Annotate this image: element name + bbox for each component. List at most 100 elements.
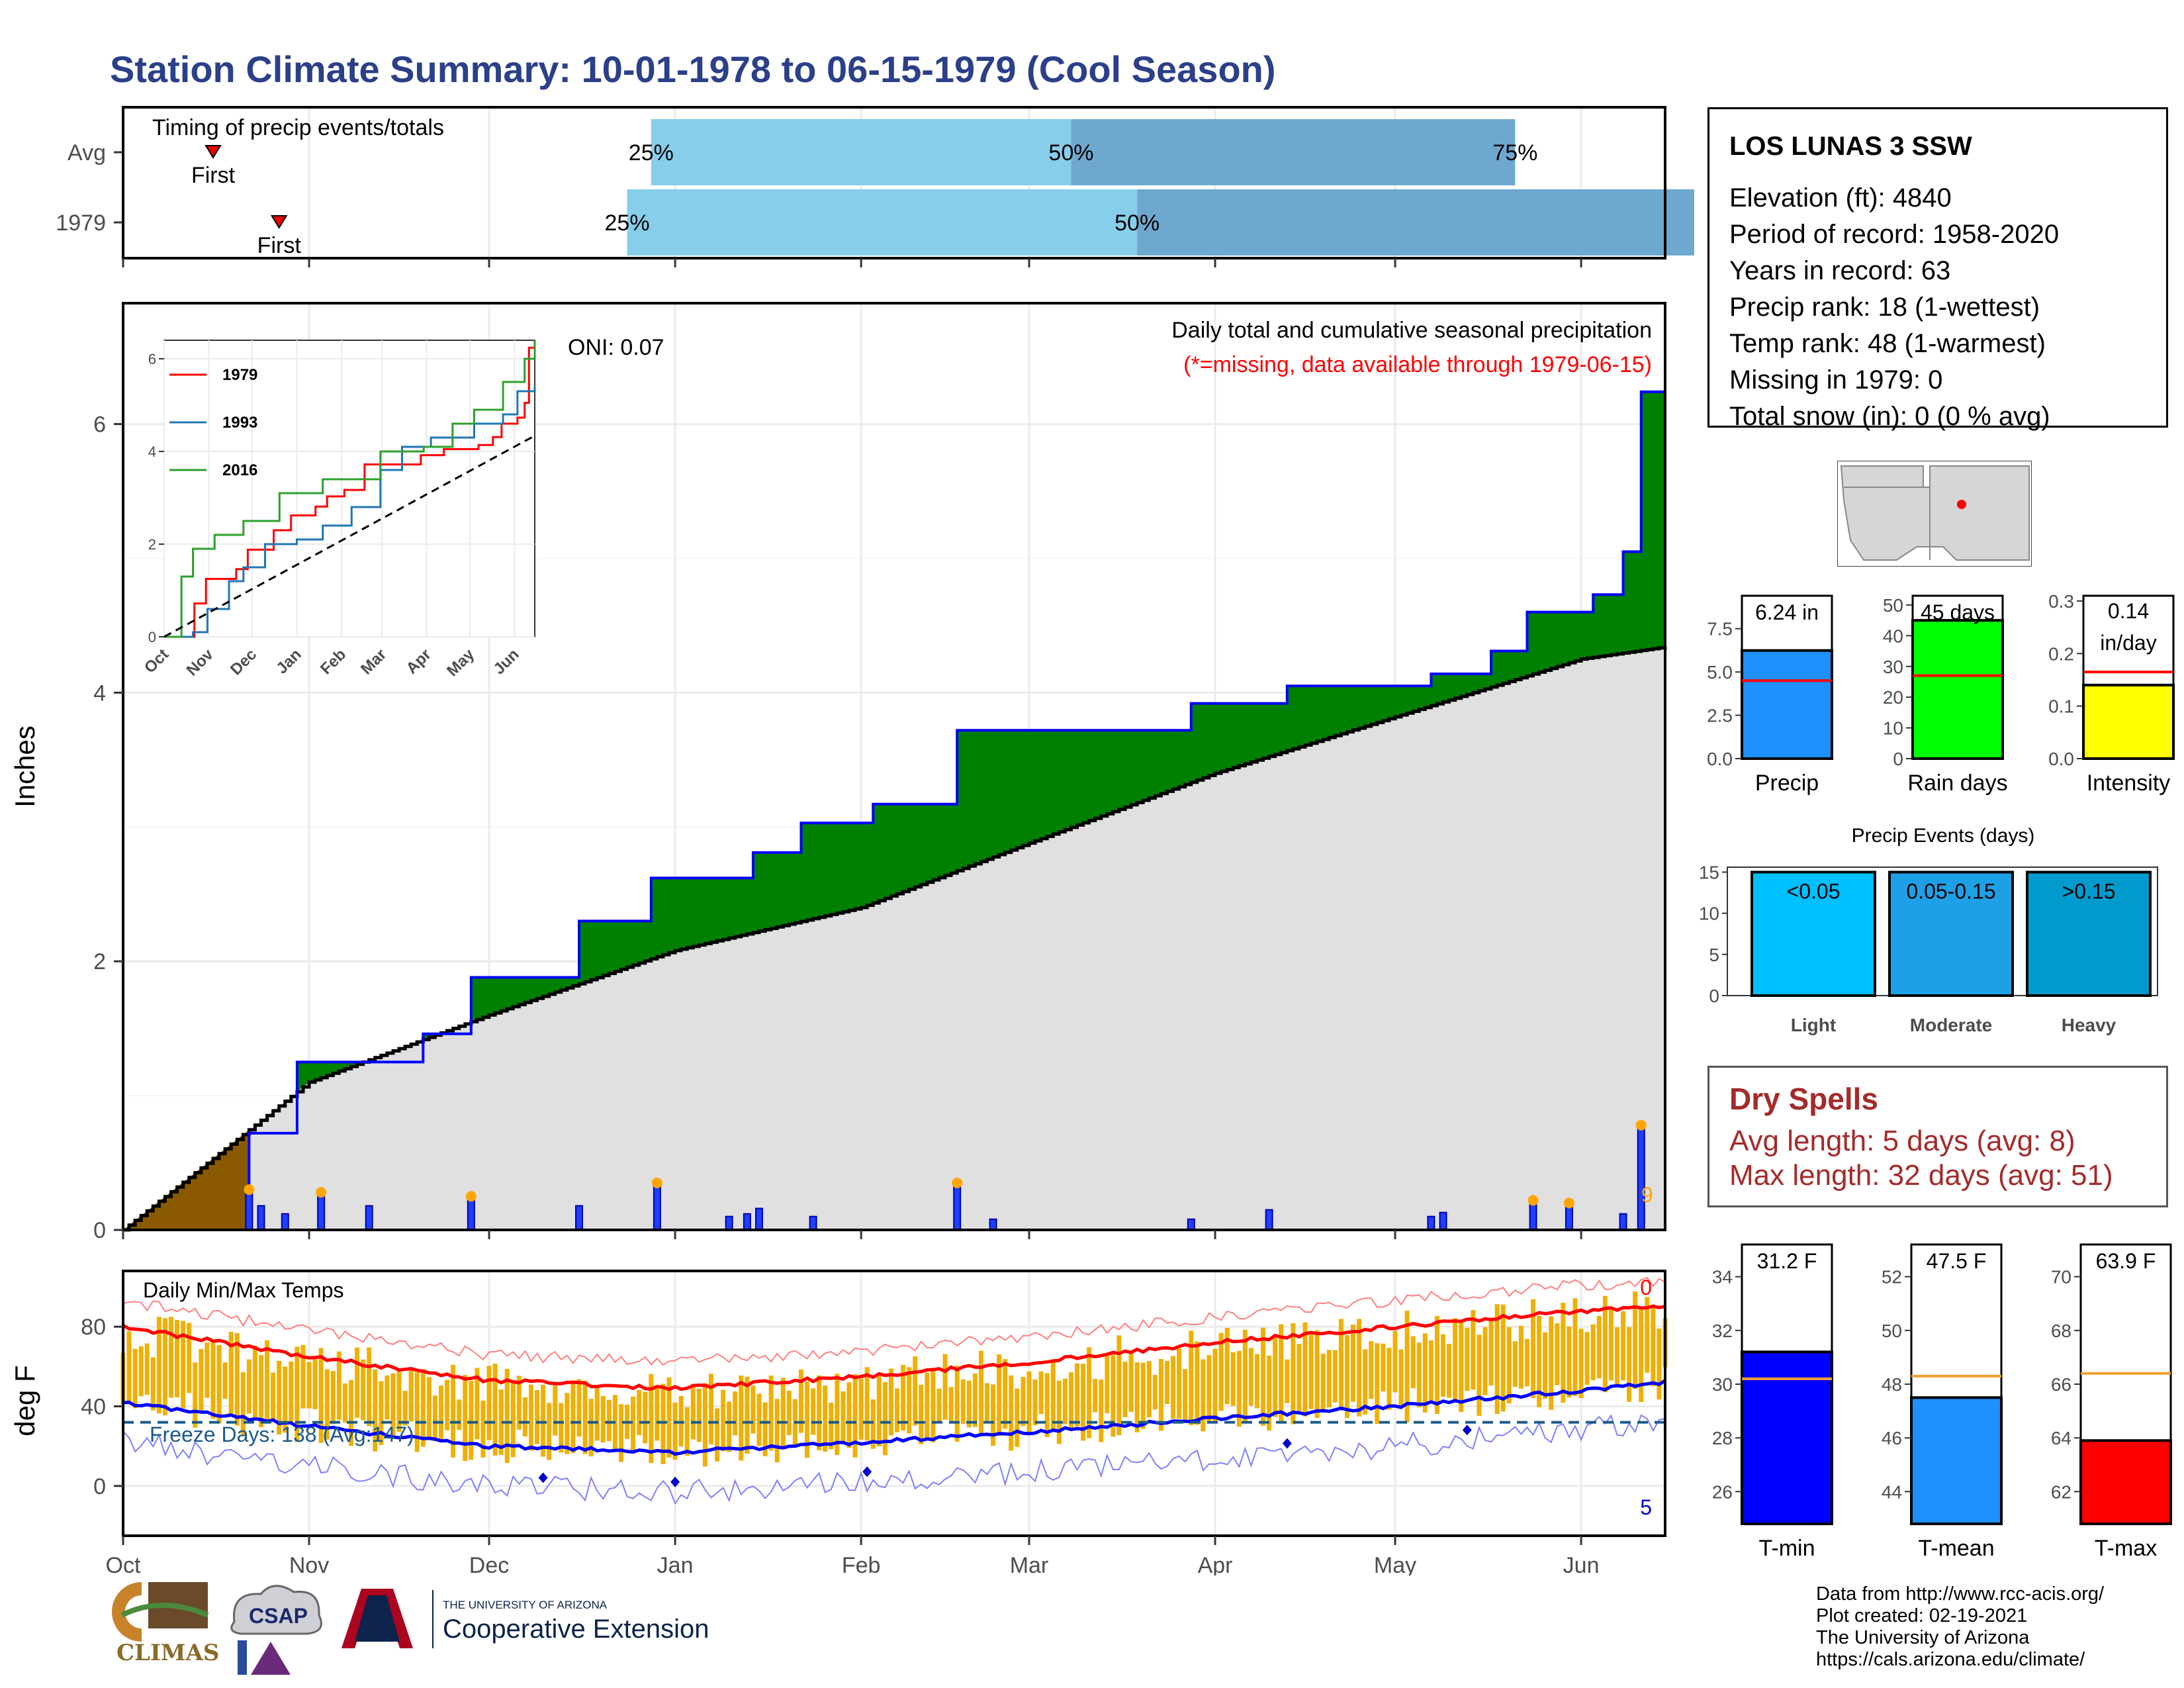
daily-precip-bar [1619, 1213, 1627, 1231]
daily-temp-bar [1338, 1319, 1343, 1411]
daily-temp-bar [426, 1377, 432, 1440]
y-tick-label: 40 [81, 1395, 106, 1420]
daily-temp-bar [1363, 1349, 1368, 1415]
daily-temp-bar [631, 1396, 636, 1453]
daily-precip-bar [953, 1182, 962, 1231]
dry-spells-avg: Avg length: 5 days (avg: 8) [1729, 1125, 2075, 1157]
daily-temp-bar [1633, 1291, 1638, 1389]
freeze-days-label: Freeze Days: 138 (Avg:147) [150, 1423, 414, 1446]
month-label: Mar [1010, 1553, 1049, 1575]
summary-tick-label: 26 [1712, 1481, 1733, 1502]
record-low-count: 5 [1640, 1495, 1652, 1519]
page-title: Station Climate Summary: 10-01-1978 to 0… [110, 48, 1276, 90]
event-bar [1751, 870, 1876, 998]
station-line: Temp rank: 48 (1-warmest) [1729, 329, 2046, 358]
daily-temp-bar [162, 1318, 167, 1416]
timing-bar-50-75 [1137, 189, 1694, 256]
average-tmin-line [122, 1379, 1666, 1456]
month-label: Oct [106, 1553, 141, 1575]
heavy-event-marker [651, 1177, 662, 1188]
heavy-event-marker [1527, 1195, 1539, 1206]
daily-temp-bar [1093, 1378, 1098, 1413]
temperature-summary-bars: 26 28 30 32 34 31.2 F T-min 44 46 48 50 52 47.5 F T-m… [1712, 1243, 2172, 1561]
event-bar-label: >0.15 [2062, 879, 2116, 903]
month-label: May [1374, 1553, 1416, 1575]
summary-tick-label: 30 [1712, 1374, 1733, 1395]
first-marker [270, 215, 288, 229]
daily-temp-bar [666, 1377, 672, 1458]
daily-temp-bar [1146, 1361, 1152, 1418]
daily-temp-bar [271, 1372, 276, 1419]
daily-temp-bar [972, 1373, 978, 1427]
daily-temp-bar [1651, 1305, 1656, 1387]
daily-temp-bar [1212, 1348, 1218, 1423]
daily-temp-bar [132, 1348, 138, 1409]
daily-temp-bar [588, 1399, 594, 1457]
daily-temp-bar [696, 1388, 702, 1442]
daily-temp-bar [528, 1384, 534, 1451]
daily-temp-bar [1021, 1376, 1026, 1427]
daily-temp-bar [1158, 1358, 1163, 1431]
summary-bar [2079, 1439, 2172, 1526]
daily-temp-bar [475, 1368, 480, 1440]
daily-temp-bar [1171, 1356, 1176, 1419]
daily-temp-bar [811, 1388, 816, 1435]
daily-temp-bar [1248, 1348, 1253, 1406]
daily-temp-bar [379, 1381, 384, 1445]
daily-temp-bar [762, 1402, 768, 1456]
summary-category-label: Rain days [1907, 771, 2007, 796]
summary-tick-label: 32 [1712, 1321, 1733, 1341]
daily-temp-bar [774, 1399, 780, 1463]
station-line: Total snow (in): 0 (0 % avg) [1729, 402, 2050, 431]
events-tick-label: 10 [1699, 904, 1719, 924]
average-cumulative-area [123, 647, 1665, 1230]
heavy-event-marker [316, 1187, 327, 1198]
daily-temp-bar [1387, 1348, 1392, 1410]
inset-series-2016 [164, 340, 536, 638]
daily-temp-bar [1416, 1342, 1422, 1408]
daily-temp-bar [402, 1390, 408, 1426]
daily-temp-bar [438, 1385, 444, 1442]
daily-temp-bar [991, 1384, 996, 1446]
daily-temp-bar [870, 1399, 876, 1449]
daily-temp-bar [1128, 1350, 1134, 1412]
heavy-event-marker [1635, 1119, 1647, 1131]
daily-temp-bar [390, 1373, 396, 1438]
daily-temp-bar [228, 1331, 234, 1417]
summary-tick-label: 68 [2051, 1321, 2071, 1341]
daily-temp-bar [582, 1380, 588, 1454]
daily-temp-bar [637, 1389, 642, 1436]
daily-temp-bar [492, 1364, 498, 1456]
events-title: Precip Events (days) [1852, 825, 2035, 847]
daily-temp-bar [1410, 1336, 1416, 1389]
daily-precip-bar [1265, 1209, 1273, 1231]
daily-temp-bar [1512, 1341, 1518, 1387]
daily-temp-bar [1062, 1378, 1068, 1425]
daily-temp-bar [246, 1359, 251, 1414]
temp-frame [122, 1270, 1666, 1537]
daily-temp-bar [1206, 1355, 1212, 1423]
summary-tick-label: 34 [1712, 1267, 1733, 1288]
summary-tick-label: 46 [1882, 1428, 1902, 1448]
events-tick-label: 0 [1709, 986, 1719, 1006]
daily-temp-bar [547, 1403, 552, 1460]
record-low-line [122, 1414, 1666, 1505]
summary-tick-label: 0.0 [2048, 749, 2074, 769]
daily-temp-bar [1459, 1321, 1464, 1413]
daily-temp-bar [1044, 1373, 1050, 1438]
daily-temp-bar [451, 1364, 456, 1458]
footer-line: The University of Arizona [1816, 1627, 2030, 1648]
daily-temp-bar [1302, 1322, 1308, 1417]
daily-temp-bar [841, 1391, 846, 1444]
ua-small-text: THE UNIVERSITY OF ARIZONA [443, 1599, 608, 1611]
daily-temp-bar [913, 1356, 918, 1426]
daily-temp-bar [1267, 1355, 1272, 1431]
station-line: Period of record: 1958-2020 [1729, 220, 2060, 249]
daily-temp-bar [643, 1391, 648, 1444]
daily-temp-bar [727, 1401, 732, 1452]
daily-temp-bar [175, 1320, 180, 1398]
heavy-event-marker [465, 1191, 477, 1202]
daily-temp-bar [768, 1376, 774, 1451]
summary-tick-label: 0.0 [1707, 749, 1733, 769]
summary-category-label: Intensity [2087, 771, 2171, 796]
